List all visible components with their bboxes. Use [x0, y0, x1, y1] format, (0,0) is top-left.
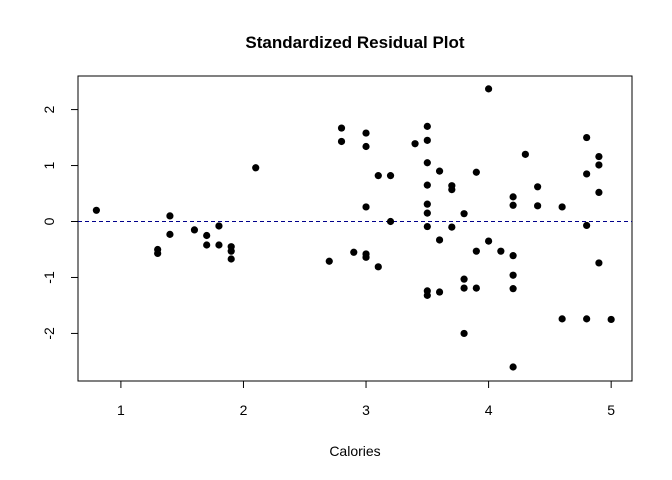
- data-point: [337, 137, 346, 146]
- data-point: [484, 85, 493, 93]
- data-point: [386, 217, 395, 226]
- chart-title: Standardized Residual Plot: [245, 33, 464, 52]
- y-tick-label: 1: [41, 161, 57, 169]
- data-point: [595, 152, 603, 161]
- x-tick-label: 4: [485, 402, 493, 418]
- data-point: [215, 222, 223, 230]
- data-point: [423, 200, 431, 208]
- data-points: [92, 85, 615, 371]
- data-point: [252, 164, 260, 172]
- data-point: [448, 223, 456, 231]
- data-point: [460, 284, 468, 292]
- data-point: [190, 226, 199, 234]
- y-tick-label: -2: [41, 327, 57, 340]
- y-tick-label: 0: [41, 217, 57, 225]
- data-point: [411, 140, 419, 148]
- data-point: [583, 170, 591, 178]
- data-point: [154, 249, 162, 258]
- y-axis: -2 -1 0 1 2: [41, 105, 78, 340]
- data-point: [435, 288, 444, 296]
- data-point: [423, 122, 431, 130]
- data-point: [325, 257, 333, 265]
- data-point: [472, 284, 480, 292]
- data-point: [337, 124, 346, 132]
- data-point: [509, 201, 517, 209]
- data-point: [227, 247, 235, 255]
- data-point: [460, 210, 468, 218]
- data-point: [362, 129, 370, 137]
- data-point: [460, 329, 468, 338]
- data-point: [435, 236, 444, 244]
- data-point: [509, 285, 517, 293]
- data-point: [374, 263, 382, 271]
- data-point: [386, 172, 395, 180]
- data-point: [362, 142, 370, 151]
- data-point: [497, 247, 505, 255]
- data-point: [607, 315, 615, 324]
- data-point: [362, 253, 370, 261]
- data-point: [423, 209, 431, 217]
- data-point: [203, 231, 211, 240]
- data-point: [534, 183, 542, 191]
- data-point: [509, 252, 517, 260]
- data-point: [423, 181, 431, 189]
- data-point: [558, 315, 566, 323]
- data-point: [521, 150, 529, 158]
- data-point: [472, 247, 480, 255]
- data-point: [203, 241, 211, 249]
- data-point: [448, 186, 456, 194]
- data-point: [595, 259, 603, 267]
- data-point: [423, 159, 431, 167]
- data-point: [509, 193, 517, 201]
- data-point: [215, 241, 223, 249]
- data-point: [472, 168, 480, 176]
- data-point: [595, 188, 603, 197]
- data-point: [362, 203, 370, 211]
- data-point: [166, 212, 174, 220]
- data-point: [509, 363, 517, 371]
- plot-area-frame: [77, 75, 633, 382]
- data-point: [374, 172, 382, 180]
- data-point: [435, 167, 444, 175]
- data-point: [423, 291, 431, 299]
- data-point: [558, 203, 566, 211]
- data-point: [583, 315, 591, 323]
- data-point: [583, 133, 591, 142]
- data-point: [227, 255, 235, 263]
- data-point: [484, 237, 493, 245]
- data-point: [595, 161, 603, 169]
- data-point: [423, 222, 431, 231]
- data-point: [460, 275, 468, 283]
- x-tick-label: 3: [362, 402, 370, 418]
- x-tick-label: 1: [117, 402, 125, 418]
- y-tick-label: -1: [41, 271, 57, 284]
- x-axis-label: Calories: [329, 443, 380, 459]
- data-point: [350, 248, 358, 256]
- data-point: [92, 206, 100, 214]
- y-tick-label: 2: [41, 105, 57, 113]
- x-tick-label: 5: [607, 402, 615, 418]
- data-point: [423, 136, 431, 144]
- data-point: [534, 202, 542, 210]
- data-point: [509, 271, 517, 279]
- x-tick-label: 2: [240, 402, 248, 418]
- x-axis: 1 2 3 4 5: [117, 381, 615, 418]
- data-point: [583, 221, 591, 230]
- data-point: [166, 230, 174, 238]
